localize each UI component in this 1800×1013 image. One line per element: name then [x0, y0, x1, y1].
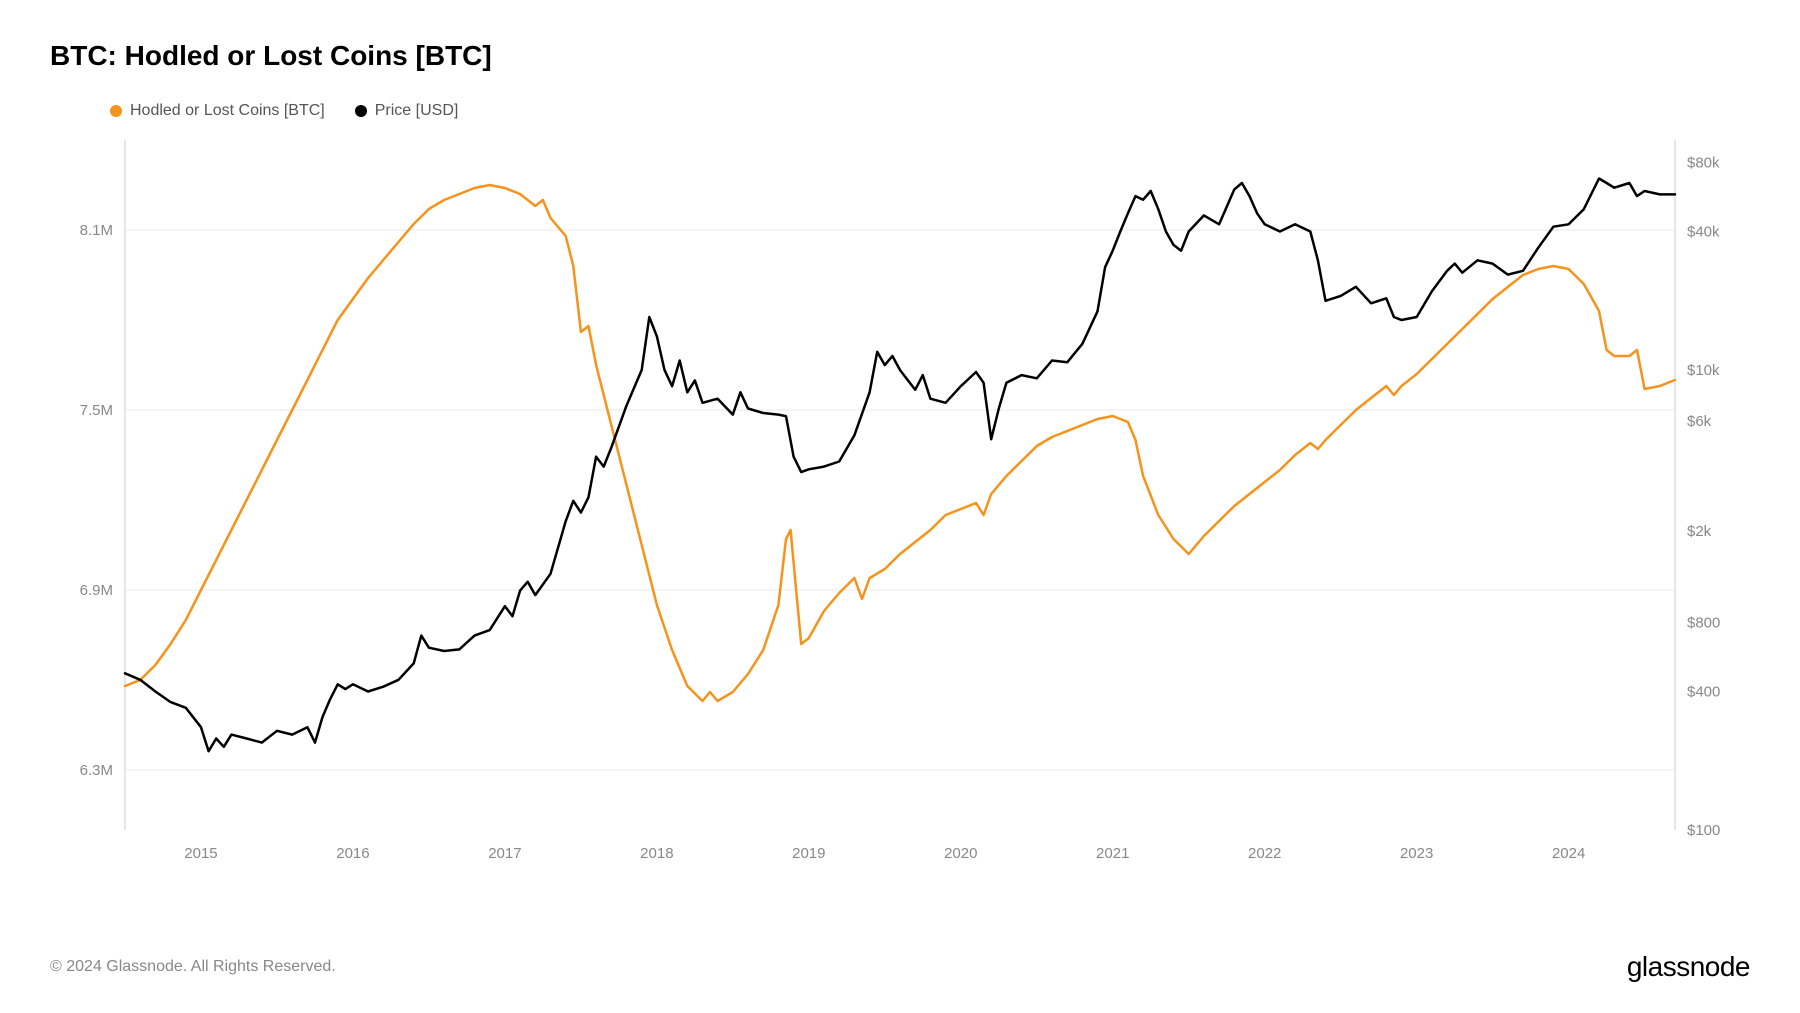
svg-text:$400: $400 — [1687, 684, 1720, 701]
brand-logo: glassnode — [1627, 951, 1750, 983]
svg-text:$40k: $40k — [1687, 224, 1720, 241]
legend-dot-hodled — [110, 105, 122, 117]
copyright-text: © 2024 Glassnode. All Rights Reserved. — [50, 958, 336, 976]
svg-text:$800: $800 — [1687, 614, 1720, 631]
svg-text:2020: 2020 — [944, 845, 977, 862]
svg-text:$100: $100 — [1687, 822, 1720, 839]
legend-label-price: Price [USD] — [375, 102, 459, 120]
chart-svg: 6.3M 6.9M 7.5M 8.1M $100 $400 $800 $2k $6k $10k $4… — [50, 130, 1750, 880]
svg-text:2018: 2018 — [640, 845, 673, 862]
chart-title: BTC: Hodled or Lost Coins [BTC] — [50, 40, 1750, 72]
series-hodled — [125, 185, 1675, 701]
svg-text:6.3M: 6.3M — [80, 762, 113, 779]
svg-text:2015: 2015 — [184, 845, 217, 862]
svg-text:2016: 2016 — [336, 845, 369, 862]
svg-text:2023: 2023 — [1400, 845, 1433, 862]
series-price — [125, 179, 1675, 752]
legend-item-price: Price [USD] — [355, 102, 459, 120]
svg-text:2022: 2022 — [1248, 845, 1281, 862]
svg-text:7.5M: 7.5M — [80, 402, 113, 419]
legend: Hodled or Lost Coins [BTC] Price [USD] — [50, 102, 1750, 120]
svg-text:2017: 2017 — [488, 845, 521, 862]
svg-text:2024: 2024 — [1552, 845, 1585, 862]
svg-text:2021: 2021 — [1096, 845, 1129, 862]
svg-text:$2k: $2k — [1687, 523, 1712, 540]
legend-item-hodled: Hodled or Lost Coins [BTC] — [110, 102, 325, 120]
svg-text:$6k: $6k — [1687, 413, 1712, 430]
svg-text:8.1M: 8.1M — [80, 222, 113, 239]
legend-dot-price — [355, 105, 367, 117]
legend-label-hodled: Hodled or Lost Coins [BTC] — [130, 102, 325, 120]
chart-container: 6.3M 6.9M 7.5M 8.1M $100 $400 $800 $2k $6k $10k $4… — [50, 130, 1750, 880]
svg-text:2019: 2019 — [792, 845, 825, 862]
svg-text:$80k: $80k — [1687, 154, 1720, 171]
footer: © 2024 Glassnode. All Rights Reserved. g… — [50, 951, 1750, 983]
svg-text:6.9M: 6.9M — [80, 582, 113, 599]
svg-text:$10k: $10k — [1687, 362, 1720, 379]
